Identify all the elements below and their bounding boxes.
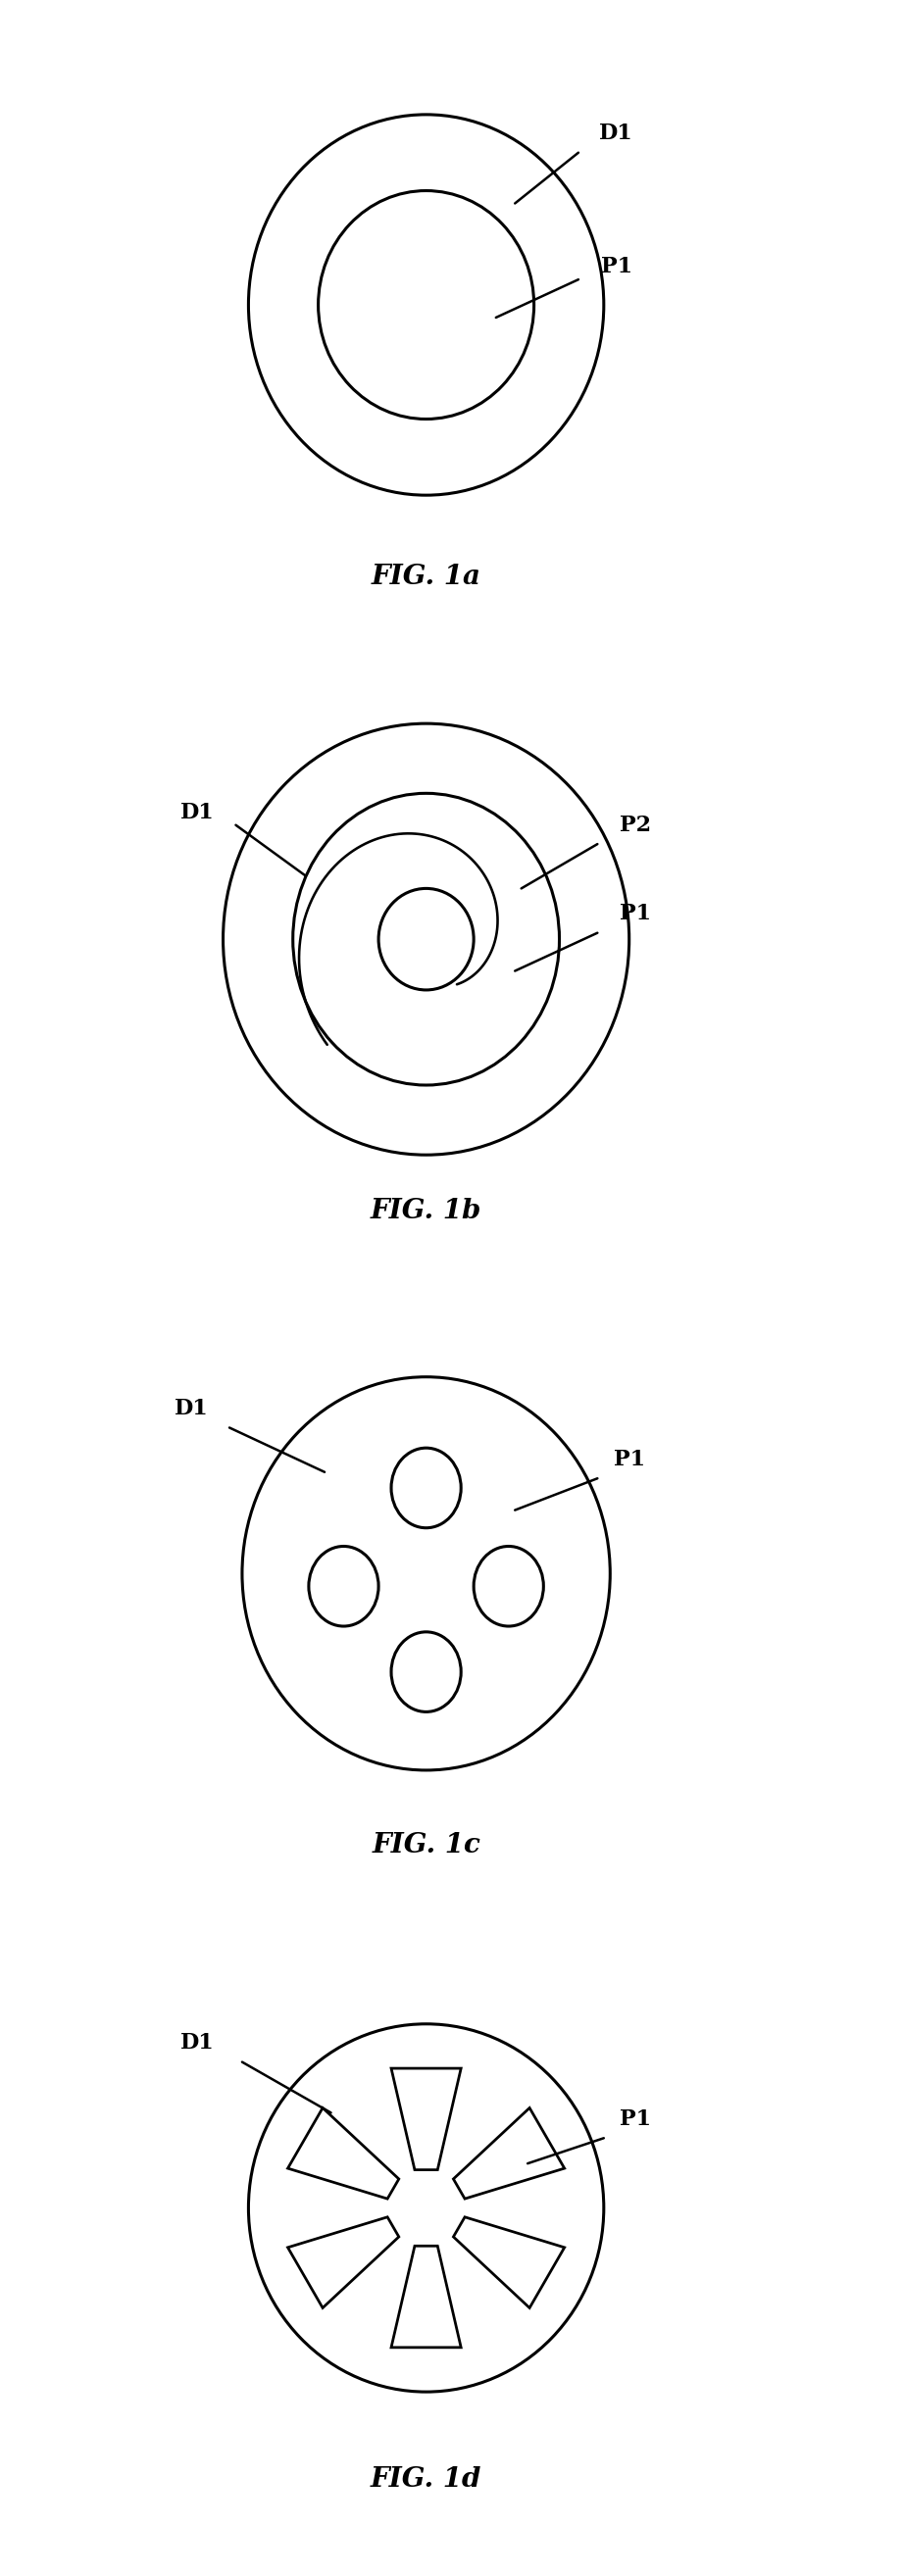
Text: D1: D1 — [181, 2032, 215, 2053]
Text: P1: P1 — [613, 1448, 645, 1471]
Polygon shape — [288, 2107, 399, 2200]
Text: P1: P1 — [600, 255, 632, 278]
Text: P1: P1 — [619, 904, 651, 925]
Text: D1: D1 — [600, 124, 634, 144]
Polygon shape — [391, 2246, 461, 2347]
Text: D1: D1 — [181, 801, 215, 824]
Text: FIG. 1d: FIG. 1d — [370, 2465, 481, 2494]
Text: P1: P1 — [619, 2107, 651, 2130]
Polygon shape — [453, 2107, 564, 2200]
Text: D1: D1 — [174, 1399, 209, 1419]
Polygon shape — [453, 2218, 564, 2308]
Polygon shape — [391, 2069, 461, 2169]
Text: P2: P2 — [619, 814, 651, 835]
Text: FIG. 1b: FIG. 1b — [370, 1198, 481, 1224]
Polygon shape — [288, 2218, 399, 2308]
Text: FIG. 1a: FIG. 1a — [371, 564, 481, 590]
Text: FIG. 1c: FIG. 1c — [372, 1832, 480, 1857]
